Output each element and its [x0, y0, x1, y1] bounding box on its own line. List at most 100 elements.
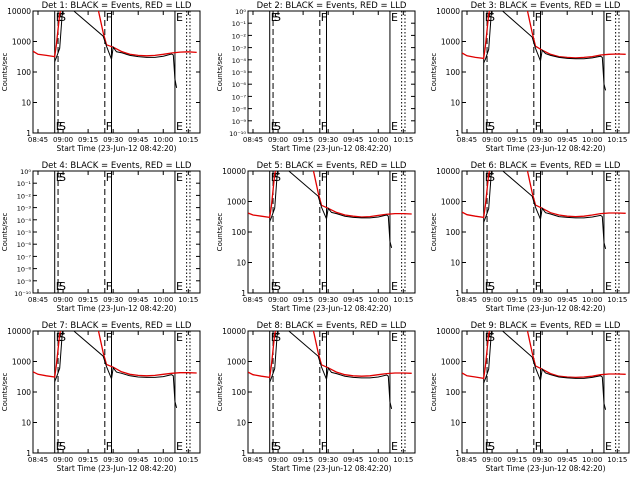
y-tick-label: 1000: [227, 358, 246, 367]
x-tick-label: 10:00: [153, 456, 173, 464]
marker-label: E: [176, 120, 183, 133]
x-tick-label: 10:00: [153, 296, 173, 304]
lld-series-line: [462, 11, 626, 60]
y-tick-label: 10⁻⁷: [17, 253, 32, 261]
events-series-line: [54, 11, 178, 88]
chart-title: Det 8: BLACK = Events, RED = LLD: [257, 321, 407, 331]
x-tick-label: 09:45: [557, 136, 577, 144]
x-tick-label: 09:15: [507, 456, 527, 464]
x-tick-label: 09:45: [128, 136, 148, 144]
y-tick-label: 10: [450, 99, 460, 108]
x-tick-label: 09:15: [293, 296, 313, 304]
marker-label: S: [488, 280, 495, 293]
marker-label: E: [56, 440, 63, 453]
marker-label: E: [605, 171, 612, 184]
events-series-line: [269, 171, 393, 249]
x-tick-label: 09:45: [128, 296, 148, 304]
x-tick-label: 10:15: [607, 296, 627, 304]
x-axis-label: Start Time (23-Jun-12 08:42:20): [486, 464, 606, 473]
marker-label: E: [605, 120, 612, 133]
y-tick-label: 1000: [12, 358, 31, 367]
marker-label: S: [59, 171, 66, 184]
chart-panel-8: Det 8: BLACK = Events, RED = LLD 1 10 100 10…: [216, 321, 416, 473]
y-tick-label: 1: [455, 449, 460, 458]
y-tick-label: 10⁻⁴: [17, 217, 32, 225]
marker-label: S: [488, 171, 495, 184]
marker-label: E: [176, 331, 183, 344]
marker-label: E: [176, 171, 183, 184]
marker-label: F: [106, 120, 112, 133]
y-tick-label: 1000: [441, 358, 460, 367]
x-tick-label: 10:15: [178, 136, 198, 144]
y-axis-label: Counts/sec: [216, 53, 224, 92]
chart-panel-2: Det 2: BLACK = Events, RED = LLD 10⁻¹⁰ 10⁻…: [216, 1, 416, 153]
marker-label: E: [391, 280, 398, 293]
y-tick-label: 10: [236, 419, 246, 428]
events-series-line: [483, 11, 607, 91]
marker-label: S: [59, 331, 66, 344]
x-tick-label: 10:00: [582, 136, 602, 144]
x-tick-label: 09:15: [507, 296, 527, 304]
x-tick-label: 09:15: [293, 456, 313, 464]
x-tick-label: 09:30: [318, 296, 338, 304]
chart-panel-7: Det 7: BLACK = Events, RED = LLD 1 10 100 10…: [1, 321, 201, 473]
marker-label: E: [271, 120, 278, 133]
x-tick-label: 09:30: [532, 456, 552, 464]
marker-label: F: [321, 11, 327, 24]
x-tick-label: 08:45: [457, 456, 477, 464]
x-tick-label: 09:00: [482, 456, 502, 464]
x-axis-label: Start Time (23-Jun-12 08:42:20): [57, 464, 177, 473]
lld-series-line: [33, 331, 197, 378]
x-axis-label: Start Time (23-Jun-12 08:42:20): [57, 144, 177, 153]
x-tick-label: 09:45: [128, 456, 148, 464]
y-tick-label: 100: [17, 68, 32, 77]
y-tick-label: 10000: [222, 167, 246, 176]
y-tick-label: 100: [232, 228, 247, 237]
x-tick-label: 10:15: [393, 136, 413, 144]
x-tick-label: 09:45: [557, 456, 577, 464]
y-tick-label: 10000: [436, 167, 460, 176]
chart-title: Det 5: BLACK = Events, RED = LLD: [257, 161, 407, 171]
x-tick-label: 10:00: [582, 296, 602, 304]
x-tick-label: 09:30: [103, 456, 123, 464]
marker-label: S: [59, 11, 66, 24]
x-tick-label: 10:00: [368, 456, 388, 464]
x-tick-label: 10:15: [178, 456, 198, 464]
lld-series-line: [462, 331, 626, 380]
x-axis-label: Start Time (23-Jun-12 08:42:20): [486, 144, 606, 153]
lld-series-line: [248, 171, 412, 219]
marker-label: F: [535, 331, 541, 344]
x-tick-label: 10:15: [178, 296, 198, 304]
chart-panel-4: Det 4: BLACK = Events, RED = LLD 10⁻¹⁰ 10⁻…: [1, 161, 201, 313]
x-tick-label: 09:15: [78, 456, 98, 464]
marker-label: S: [274, 11, 281, 24]
y-tick-label: 100: [446, 228, 461, 237]
x-tick-label: 08:45: [28, 136, 48, 144]
x-tick-label: 08:45: [243, 296, 263, 304]
x-tick-label: 08:45: [28, 456, 48, 464]
x-tick-label: 08:45: [457, 136, 477, 144]
events-series-line: [483, 331, 607, 410]
x-tick-label: 09:45: [557, 296, 577, 304]
marker-label: S: [274, 120, 281, 133]
y-tick-label: 1000: [12, 38, 31, 47]
marker-label: F: [535, 11, 541, 24]
marker-label: E: [391, 171, 398, 184]
marker-label: E: [605, 11, 612, 24]
y-axis-label: Counts/sec: [216, 373, 224, 412]
y-tick-label: 1000: [227, 198, 246, 207]
marker-label: E: [485, 440, 492, 453]
marker-label: F: [106, 331, 112, 344]
y-axis-label: Counts/sec: [1, 213, 9, 252]
marker-label: E: [271, 440, 278, 453]
marker-label: E: [485, 280, 492, 293]
x-tick-label: 10:15: [393, 296, 413, 304]
y-axis-label: Counts/sec: [430, 53, 438, 92]
chart-panel-5: Det 5: BLACK = Events, RED = LLD 1 10 100 10…: [216, 161, 416, 313]
x-tick-label: 09:00: [482, 136, 502, 144]
marker-label: E: [391, 120, 398, 133]
chart-panel-3: Det 3: BLACK = Events, RED = LLD 1 10 100 10…: [430, 1, 630, 153]
y-tick-label: 10⁻¹⁰: [229, 130, 246, 138]
y-tick-label: 1: [455, 129, 460, 138]
y-tick-label: 10: [21, 99, 31, 108]
